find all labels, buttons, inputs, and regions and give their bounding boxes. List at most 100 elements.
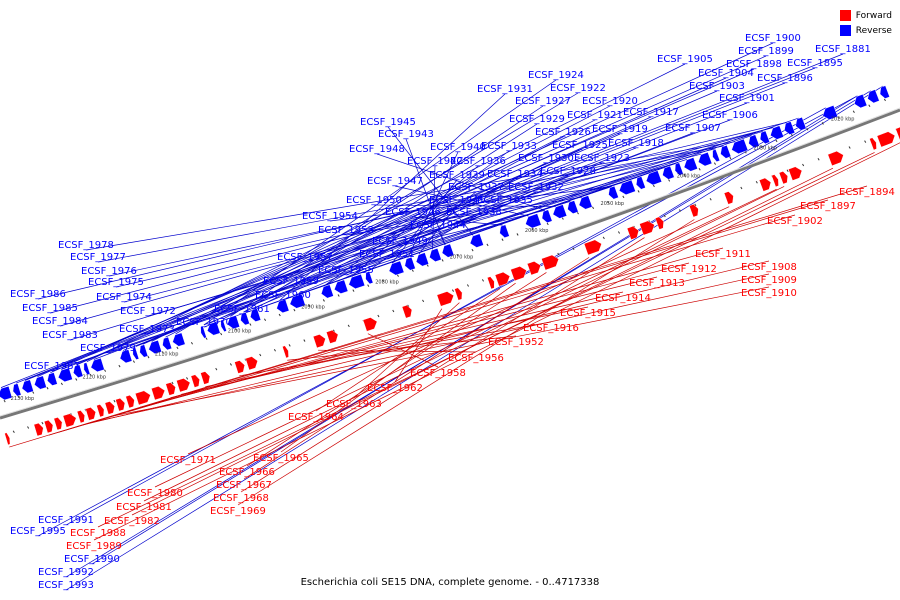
reverse-gene-body [784,121,796,135]
forward-leader-line [139,262,690,408]
reverse-gene-arrow [879,85,890,99]
track-mark [60,382,63,386]
reverse-gene-body [618,179,636,195]
reverse-gene-arrow [334,279,349,294]
track-mark [817,157,820,161]
reverse-gene-body [541,209,553,224]
reverse-gene-arrow [0,385,13,401]
reverse-gene-label: ECSF_1925 [552,140,608,151]
track-mark [698,167,701,171]
reverse-gene-body [119,349,133,364]
reverse-gene-body [388,260,405,276]
reverse-gene-label: ECSF_1947 [367,176,423,187]
forward-gene-arrow [115,398,126,412]
reverse-gene-label: ECSF_1933 [481,141,537,152]
forward-gene-body [43,419,54,434]
reverse-leader-line [147,162,679,317]
reverse-gene-body [822,105,838,120]
forward-gene-body [639,220,655,236]
reverse-gene-label: ECSF_1930 [518,153,574,164]
reverse-gene-body [132,347,140,360]
reverse-gene-arrow [748,134,760,149]
kbp-tick-label: 2100 kbp [228,328,252,334]
forward-gene-body [895,124,900,141]
track-mark [486,243,489,247]
forward-gene-label: ECSF_1902 [767,216,823,227]
reverse-gene-label: ECSF_1906 [702,110,758,121]
forward-gene-body [771,174,779,188]
reverse-gene-arrow [250,308,262,322]
track-mark [27,426,30,429]
forward-gene-arrow [723,191,734,205]
reverse-gene-label: ECSF_1905 [657,54,713,65]
gene-labels: ECSF_1881ECSF_1895ECSF_1896ECSF_1898ECSF… [10,33,895,591]
reverse-gene-arrow [240,311,250,326]
reverse-gene-arrow [662,165,675,180]
track-mark [868,104,871,108]
reverse-gene-arrow [618,179,636,195]
track-mark [259,353,262,357]
reverse-gene-body [172,332,186,347]
forward-gene-arrow [654,216,664,230]
reverse-gene-label: ECSF_1923 [574,153,630,164]
reverse-gene-body [34,375,47,390]
reverse-gene-arrow [578,195,593,210]
legend-label-forward: Forward [855,10,892,21]
reverse-leader-line [399,209,546,247]
legend-item-forward: Forward [839,8,892,23]
track-mark [557,252,560,256]
reverse-gene-label: ECSF_1939 [429,170,485,181]
track-mark [104,369,107,372]
kbp-tick-label: 2090 kbp [301,304,325,310]
reverse-gene-label: ECSF_1950 [346,195,402,206]
forward-gene-body [62,413,77,428]
track-mark [288,344,291,347]
reverse-leader-line [135,116,652,347]
forward-gene-arrow [85,407,96,421]
forward-leader-line [367,333,439,368]
forward-gene-arrow [401,304,413,319]
reverse-gene-label: ECSF_1995 [10,526,66,537]
reverse-leader-line [175,92,579,335]
forward-leader-line [170,276,658,399]
forward-leader-line [394,308,443,383]
forward-gene-body [454,287,463,301]
track-mark [806,128,809,131]
track-mark [729,156,732,160]
kbp-tick-label: 2120 kbp [82,374,106,380]
reverse-gene-label: ECSF_1936 [450,156,506,167]
track-mark [426,264,429,267]
reverse-gene-label: ECSF_1944 [410,220,466,231]
reverse-gene-body [854,94,868,109]
track-mark [786,169,789,173]
reverse-gene-label: ECSF_1979 [80,343,136,354]
forward-gene-label: ECSF_1966 [219,467,275,478]
forward-gene-arrow [869,137,877,151]
reverse-gene-arrow [162,336,173,351]
forward-gene-body [510,266,527,282]
track-mark [694,203,697,207]
forward-leader-line [237,219,695,506]
reverse-gene-body [698,151,713,167]
legend: Forward Reverse [839,8,892,38]
track-mark [263,318,267,322]
forward-gene-body [527,261,541,276]
reverse-gene-label: ECSF_1920 [582,96,638,107]
axis-highlight [0,107,900,417]
forward-gene-body [200,371,211,385]
forward-gene-body [165,382,176,396]
forward-gene-arrow [788,166,803,181]
forward-gene-arrow [494,271,511,287]
reverse-leader-line [65,85,884,591]
legend-label-reverse: Reverse [855,25,892,36]
track-mark [678,209,682,212]
track-mark [456,254,459,257]
reverse-gene-body [415,252,429,267]
reverse-gene-body [567,200,579,214]
forward-gene-label: ECSF_1915 [560,308,616,319]
reverse-leader-line [69,130,764,341]
forward-leader-line [315,288,501,412]
forward-gene-label: ECSF_1965 [253,453,309,464]
reverse-leader-line [329,186,612,222]
reverse-gene-body [334,279,349,294]
